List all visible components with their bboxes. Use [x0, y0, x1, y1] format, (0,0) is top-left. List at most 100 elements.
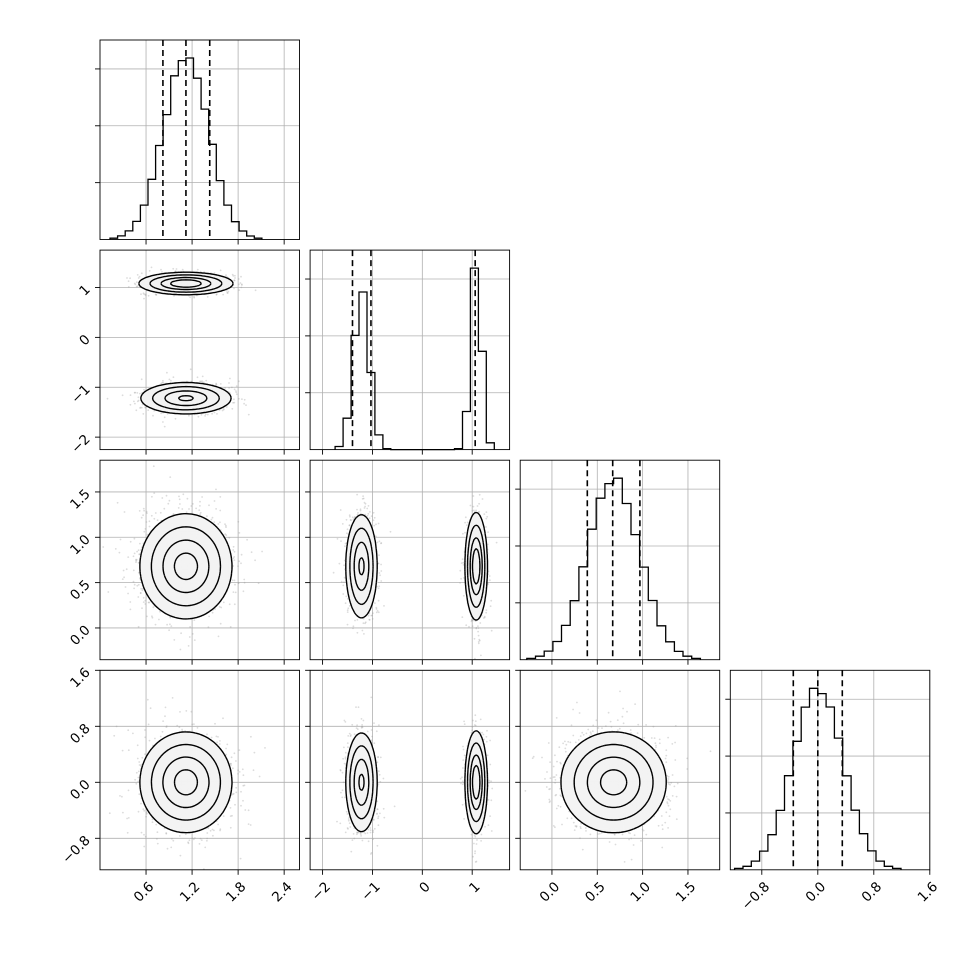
density-cell — [207, 583, 210, 586]
density-cell — [147, 393, 150, 396]
sample-point — [188, 414, 190, 417]
density-cell — [181, 598, 184, 601]
density-cell — [197, 275, 201, 278]
density-cell — [214, 397, 217, 400]
density-cell — [145, 284, 148, 287]
density-cell — [208, 603, 211, 606]
density-cell — [188, 612, 191, 615]
density-cell — [187, 277, 190, 280]
density-cell — [168, 288, 172, 291]
sample-point — [140, 272, 143, 275]
density-cell — [194, 398, 197, 401]
density-cell — [199, 590, 202, 593]
sample-point — [174, 417, 177, 420]
density-cell — [203, 608, 206, 612]
density-cell — [176, 607, 179, 610]
density-cell — [170, 579, 173, 583]
density-cell — [210, 596, 213, 599]
density-cell — [168, 579, 172, 583]
sample-point — [199, 511, 202, 514]
density-cell — [201, 592, 204, 595]
density-cell — [207, 407, 210, 410]
density-cell — [188, 291, 191, 294]
density-cell — [172, 286, 175, 289]
density-cell — [181, 605, 184, 608]
sample-point — [240, 562, 242, 565]
density-cell — [172, 576, 175, 579]
density-cell — [219, 393, 222, 396]
density-cell — [147, 280, 150, 284]
sample-point — [133, 400, 135, 403]
density-cell — [194, 587, 197, 590]
sample-point — [139, 592, 142, 595]
density-cell — [143, 397, 146, 400]
density-cell — [187, 400, 190, 403]
density-cell — [196, 395, 199, 398]
density-cell — [226, 395, 230, 398]
density-cell — [165, 397, 168, 400]
density-cell — [212, 402, 215, 405]
density-cell — [148, 587, 152, 590]
density-cell — [190, 578, 193, 581]
density-cell — [176, 397, 179, 400]
density-cell — [194, 592, 197, 595]
density-cell — [168, 594, 172, 597]
density-cell — [159, 273, 162, 276]
density-cell — [223, 288, 226, 291]
density-cell — [168, 612, 172, 615]
density-cell — [217, 402, 220, 405]
sample-point — [233, 398, 235, 401]
sample-point — [177, 507, 180, 509]
density-cell — [165, 608, 168, 612]
density-cell — [161, 395, 164, 398]
density-cell — [167, 395, 170, 398]
density-cell — [199, 284, 202, 287]
sample-point — [129, 277, 132, 280]
density-cell — [190, 384, 193, 387]
density-cell — [158, 279, 161, 282]
density-cell — [161, 402, 164, 405]
density-cell — [156, 603, 159, 606]
density-cell — [192, 608, 195, 612]
density-cell — [217, 280, 220, 284]
sample-point — [123, 511, 126, 513]
density-cell — [197, 389, 201, 392]
density-cell — [194, 583, 197, 586]
density-cell — [181, 596, 184, 599]
density-cell — [172, 384, 175, 387]
density-cell — [165, 393, 168, 396]
density-cell — [188, 397, 191, 400]
density-cell — [194, 411, 197, 414]
density-cell — [154, 581, 157, 584]
density-cell — [148, 389, 152, 392]
density-cell — [192, 576, 195, 579]
sample-point — [222, 293, 225, 296]
density-cell — [183, 588, 186, 592]
sample-point — [215, 383, 218, 386]
sample-point — [233, 579, 236, 582]
sample-point — [216, 413, 218, 415]
density-cell — [147, 588, 150, 592]
sample-point — [200, 413, 203, 416]
density-cell — [212, 574, 215, 577]
sample-point — [168, 378, 171, 381]
density-cell — [212, 397, 215, 400]
density-cell — [174, 389, 177, 392]
density-cell — [207, 590, 210, 593]
density-cell — [207, 398, 210, 401]
density-cell — [210, 400, 213, 403]
density-cell — [165, 605, 168, 608]
density-cell — [172, 393, 175, 396]
density-cell — [161, 574, 164, 577]
density-cell — [219, 402, 222, 405]
sample-point — [187, 645, 190, 647]
density-cell — [221, 592, 224, 595]
density-cell — [192, 596, 195, 599]
density-cell — [147, 579, 150, 583]
density-cell — [196, 286, 199, 289]
sample-point — [233, 550, 236, 553]
density-cell — [161, 599, 164, 602]
density-cell — [174, 596, 177, 599]
density-cell — [188, 409, 191, 412]
density-cell — [188, 576, 191, 579]
